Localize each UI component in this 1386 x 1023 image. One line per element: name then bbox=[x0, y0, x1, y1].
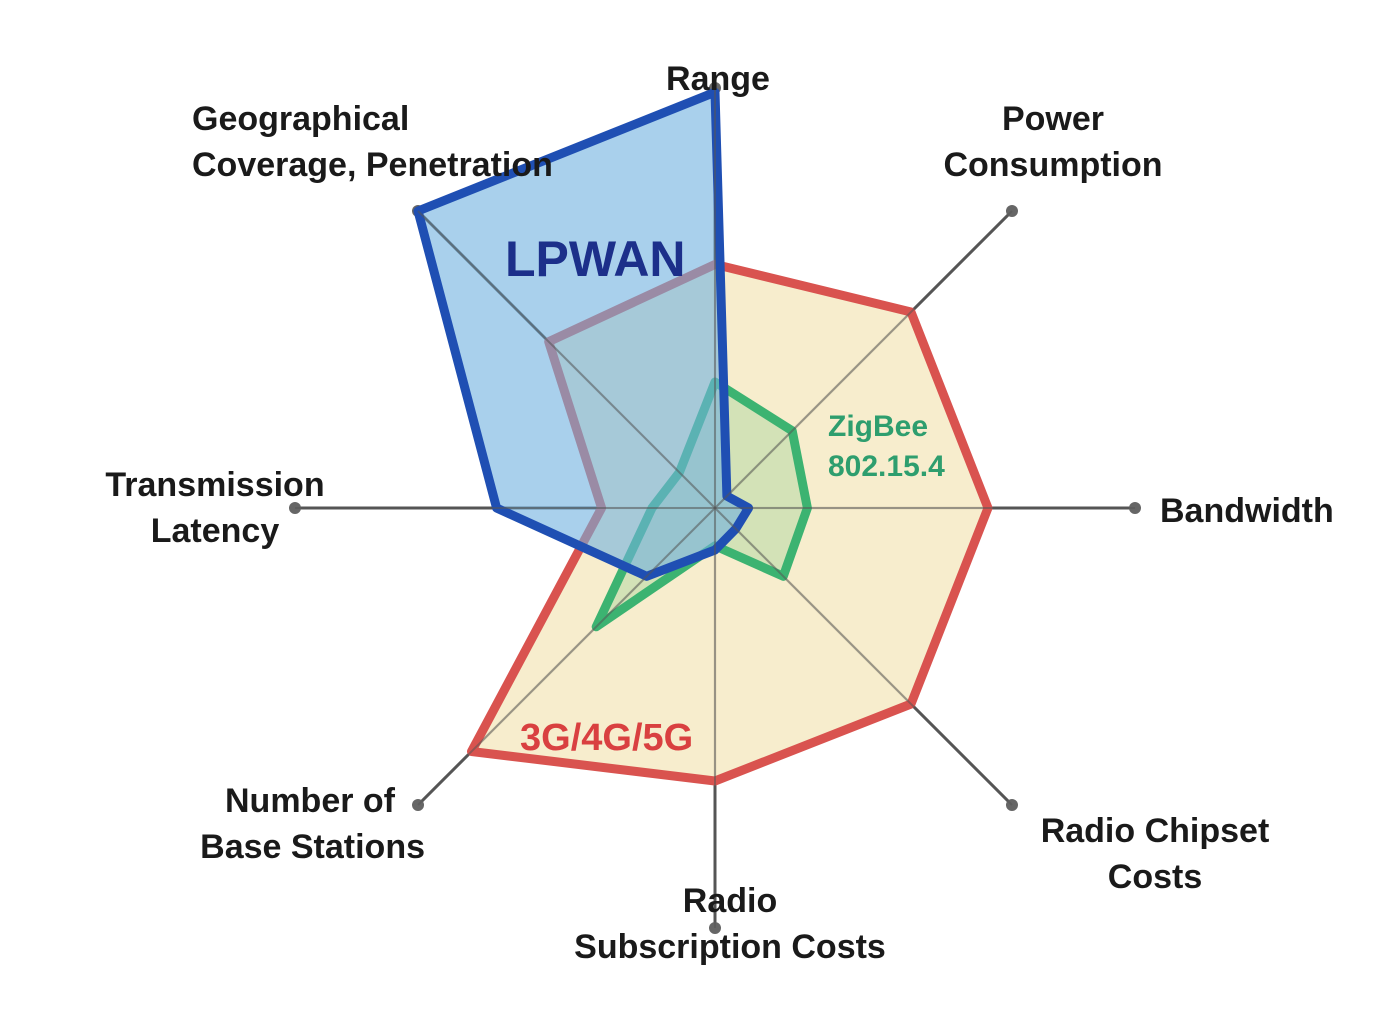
axis-label-radio-subscription-costs: Radio Subscription Costs bbox=[574, 882, 886, 966]
series-layer bbox=[295, 87, 1135, 928]
axis-label-radio-chipset-costs: Radio Chipset Costs bbox=[1041, 812, 1270, 896]
series-label-3g-4g-5g: 3G/4G/5G bbox=[520, 717, 693, 759]
axis-overlay-power-consumption bbox=[714, 210, 1013, 509]
axis-label-power-consumption: Power Consumption bbox=[943, 100, 1162, 184]
axis-label-bandwidth: Bandwidth bbox=[1160, 492, 1334, 530]
axis-label-layer: Range Power Consumption Bandwidth Radio Chip… bbox=[105, 60, 1333, 966]
series-label-layer: 3G/4G/5G ZigBee 802.15.4 LPWAN bbox=[505, 231, 945, 759]
series-label-lpwan: LPWAN bbox=[505, 231, 686, 287]
series-label-zigbee-802-15-4: ZigBee 802.15.4 bbox=[828, 410, 945, 483]
axis-overlay-geographical-coverage-penetration bbox=[417, 210, 716, 509]
axis-label-geographical-coverage-penetration: Geographical Coverage, Penetration bbox=[192, 100, 553, 184]
axis-overlay-number-of-base-stations bbox=[417, 507, 716, 806]
axis-label-range: Range bbox=[666, 60, 770, 98]
axis-label-transmission-latency: Transmission Latency bbox=[105, 466, 324, 550]
axis-label-number-of-base-stations: Number of Base Stations bbox=[200, 782, 425, 866]
axis-overlay-radio-chipset-costs bbox=[714, 507, 1013, 806]
